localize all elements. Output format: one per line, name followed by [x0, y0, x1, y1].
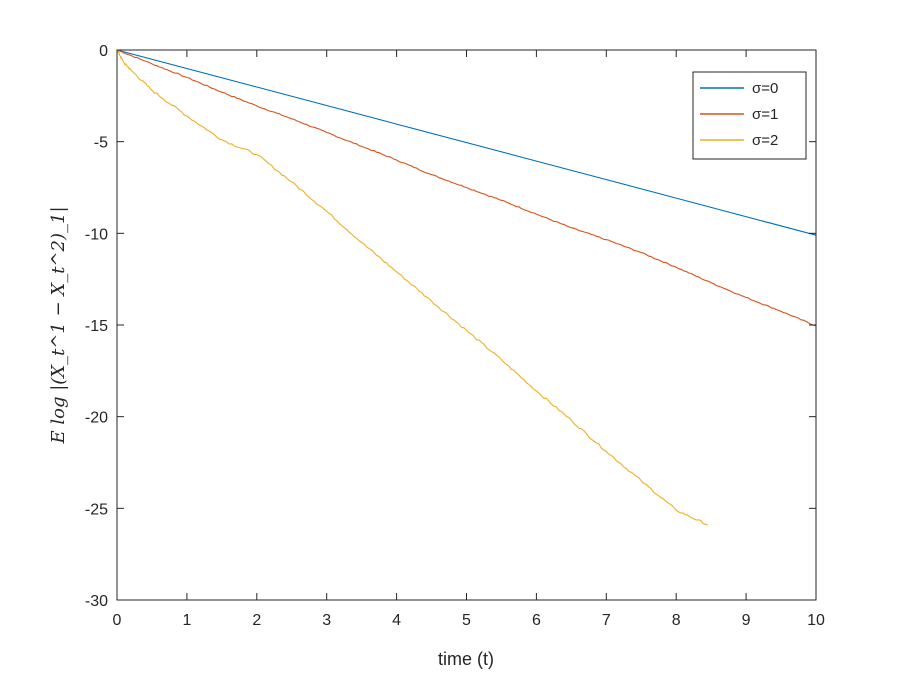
x-tick-label: 2 [252, 612, 261, 629]
y-tick-label: -5 [94, 135, 108, 152]
y-tick-label: -25 [85, 501, 108, 518]
x-tick-label: 10 [807, 612, 825, 629]
y-tick-label: -30 [85, 593, 108, 610]
legend-label-1: σ=1 [752, 106, 778, 123]
legend-label-2: σ=2 [752, 132, 778, 149]
x-tick-label: 5 [462, 612, 471, 629]
x-tick-label: 9 [742, 612, 751, 629]
legend-box [692, 71, 807, 160]
x-tick-label: 3 [322, 612, 331, 629]
x-tick-label: 4 [392, 612, 401, 629]
x-tick-label: 8 [672, 612, 681, 629]
tick-layer: 0 1 2 3 4 5 6 7 8 9 10 0 -5 -10 -15 -20 -25 -30 [85, 43, 825, 629]
y-tick-label: -10 [85, 226, 108, 243]
x-tick-label: 7 [602, 612, 611, 629]
series-line-1 [116, 49, 817, 327]
x-axis-label: time (t) [438, 649, 494, 669]
series-layer [116, 49, 817, 526]
x-tick-label: 0 [113, 612, 122, 629]
y-tick-label: -15 [85, 318, 108, 335]
x-tick-label: 6 [532, 612, 541, 629]
y-tick-label: 0 [99, 43, 108, 60]
series-line-0 [116, 49, 817, 236]
legend-items: σ=0 σ=1 σ=2 [700, 80, 778, 149]
y-axis-label: E log |(X_t^1 − X_t^2)_1| [48, 206, 69, 444]
legend: σ=0 σ=1 σ=2 [692, 71, 807, 160]
y-tick-label: -20 [85, 410, 108, 427]
x-tick-label: 1 [182, 612, 191, 629]
legend-label-0: σ=0 [752, 80, 778, 97]
series-line-2 [116, 49, 708, 526]
